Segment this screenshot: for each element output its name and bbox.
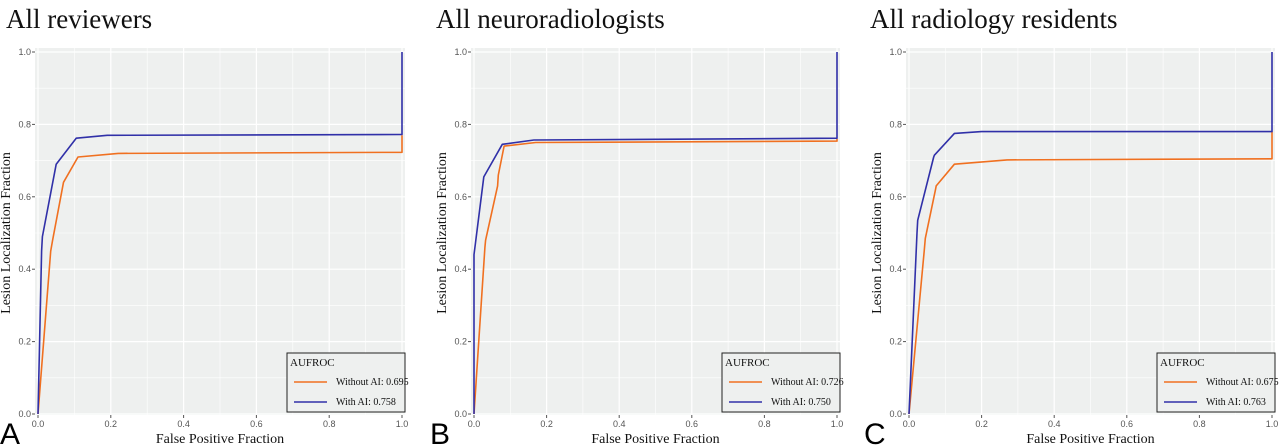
y-tick-label: 0.2	[454, 337, 467, 347]
x-tick-label: 0.4	[613, 419, 626, 429]
y-tick-label: 0.6	[454, 192, 467, 202]
series-line-without-ai	[473, 138, 838, 415]
x-tick-label: 0.0	[32, 419, 45, 429]
y-tick-label: 0.6	[889, 192, 902, 202]
legend-entry: Without AI: 0.726	[771, 377, 844, 388]
x-tick-label: 0.2	[540, 419, 553, 429]
y-axis-label: Lesion Localization Fraction	[870, 152, 885, 314]
series-line-with-ai	[37, 52, 403, 415]
x-tick-label: 0.8	[1193, 419, 1206, 429]
legend-entry: With AI: 0.763	[1206, 397, 1266, 408]
x-axis-label: False Positive Fraction	[591, 432, 719, 446]
y-tick-label: 0.8	[18, 119, 31, 129]
x-tick-label: 0.8	[758, 419, 771, 429]
series-line-without-ai	[908, 131, 1273, 415]
panel-title: All radiology residents	[870, 4, 1117, 34]
legend-entry: Without AI: 0.695	[336, 377, 409, 388]
y-tick-label: 0.4	[889, 264, 902, 274]
y-axis-label: Lesion Localization Fraction	[435, 152, 450, 314]
panel-title: All neuroradiologists	[436, 4, 665, 34]
legend-title: AUFROC	[1160, 357, 1205, 369]
panel-b: All neuroradiologists 0.0 0.2 0.4 0.6 0.8 1.0 0…	[430, 4, 844, 446]
x-tick-label: 0.6	[250, 419, 263, 429]
x-axis-label: False Positive Fraction	[1026, 432, 1154, 446]
legend-entry: With AI: 0.750	[771, 397, 831, 408]
y-tick-label: 1.0	[18, 47, 31, 57]
legend-title: AUFROC	[290, 357, 335, 369]
x-tick-label: 0.6	[686, 419, 699, 429]
y-tick-label: 0.0	[18, 409, 31, 419]
y-tick-label: 0.2	[18, 337, 31, 347]
x-tick-label: 1.0	[831, 419, 844, 429]
y-tick-label: 0.4	[18, 264, 31, 274]
panel-a: All reviewers 0.0 0.2 0.4 0.6 0.8 1.0 0.0 0.2 0.4…	[0, 4, 409, 446]
panel-title: All reviewers	[6, 4, 152, 34]
legend-entry: With AI: 0.758	[336, 397, 396, 408]
x-tick-label: 0.4	[1048, 419, 1061, 429]
y-tick-label: 0.4	[454, 264, 467, 274]
y-tick-label: 0.8	[454, 119, 467, 129]
y-axis-label: Lesion Localization Fraction	[0, 152, 14, 314]
panel-letter: B	[430, 418, 450, 446]
x-tick-label: 0.0	[903, 419, 916, 429]
x-tick-label: 0.6	[1121, 419, 1134, 429]
y-tick-label: 0.2	[889, 337, 902, 347]
x-tick-label: 0.2	[105, 419, 118, 429]
y-tick-label: 1.0	[889, 47, 902, 57]
y-tick-label: 0.8	[889, 119, 902, 129]
x-tick-label: 0.8	[323, 419, 336, 429]
legend-entry: Without AI: 0.675	[1206, 377, 1279, 388]
y-tick-label: 0.0	[889, 409, 902, 419]
y-tick-label: 0.0	[454, 409, 467, 419]
legend-title: AUFROC	[725, 357, 770, 369]
y-tick-label: 1.0	[454, 47, 467, 57]
series-line-with-ai	[908, 52, 1273, 415]
panel-c: All radiology residents 0.0 0.2 0.4 0.6 0.8 1.…	[864, 4, 1279, 446]
series-line-without-ai	[37, 135, 403, 415]
y-tick-label: 0.6	[18, 192, 31, 202]
panel-letter: C	[864, 418, 886, 446]
x-tick-label: 1.0	[396, 419, 409, 429]
x-tick-label: 0.4	[177, 419, 190, 429]
x-tick-label: 1.0	[1266, 419, 1279, 429]
x-axis-label: False Positive Fraction	[156, 432, 284, 446]
x-tick-label: 0.2	[975, 419, 988, 429]
x-tick-label: 0.0	[468, 419, 481, 429]
panel-letter: A	[0, 418, 20, 446]
series-line-with-ai	[473, 52, 838, 414]
